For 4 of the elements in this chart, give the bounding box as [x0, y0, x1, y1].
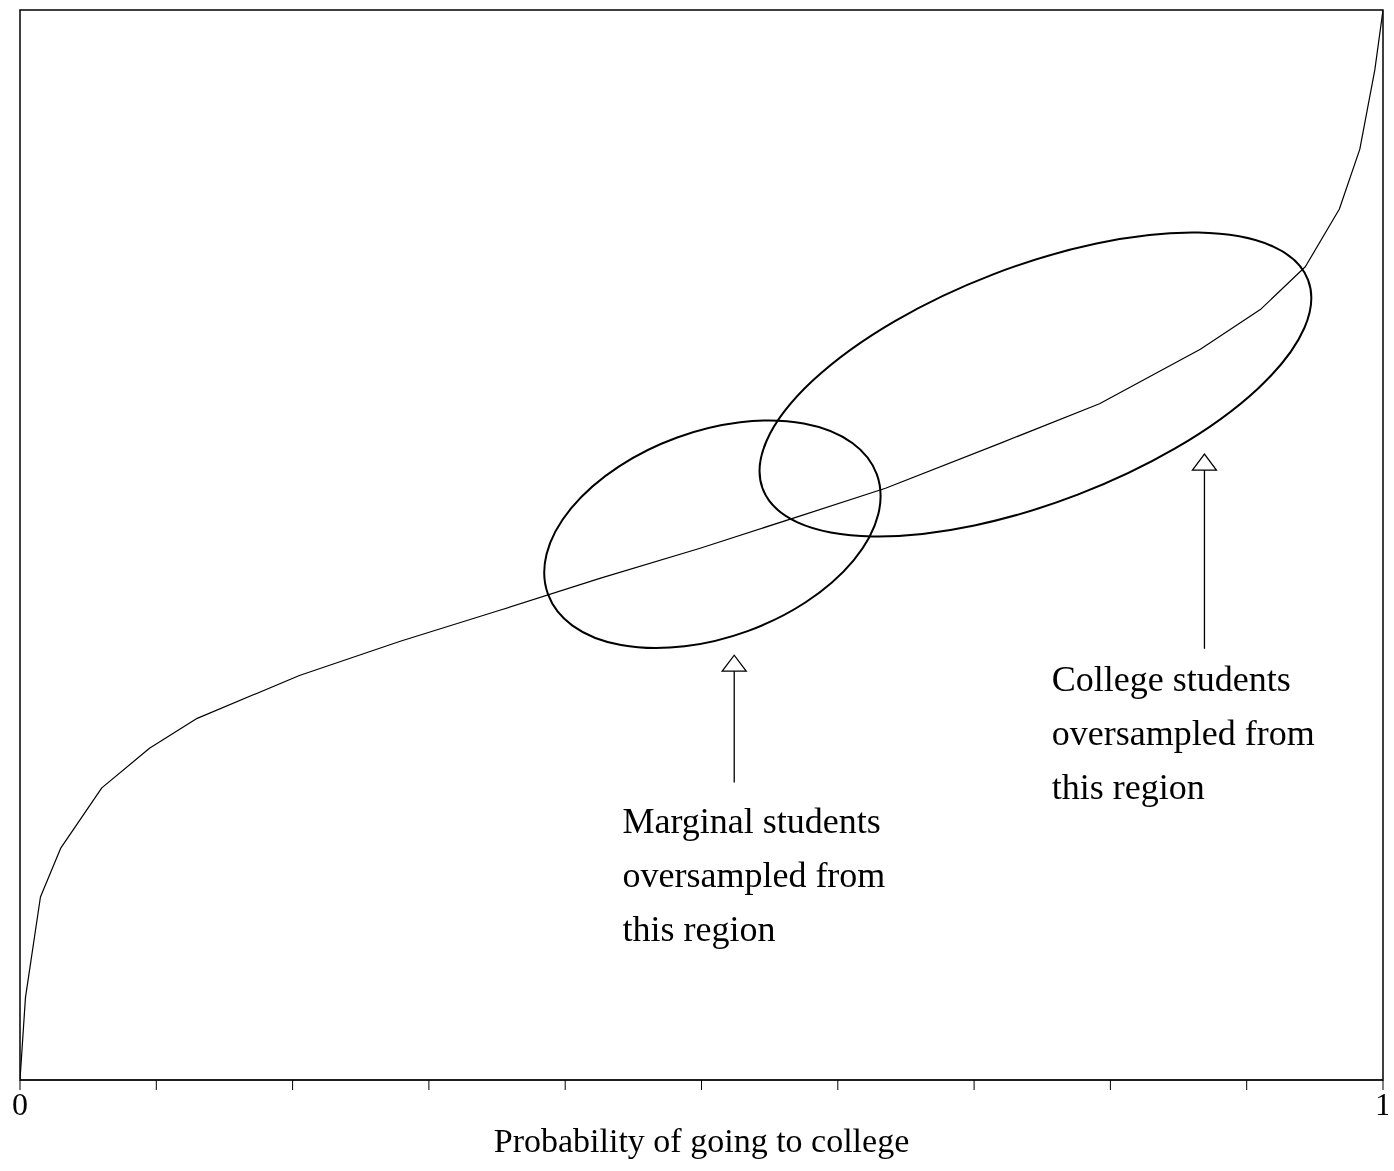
x-axis-title: Probability of going to college [493, 1122, 910, 1159]
annotation: College students oversampled from this region [1051, 658, 1315, 809]
annotation: Marginal students oversampled from this region [622, 800, 886, 952]
x-tick-label: 0 [12, 1085, 28, 1122]
